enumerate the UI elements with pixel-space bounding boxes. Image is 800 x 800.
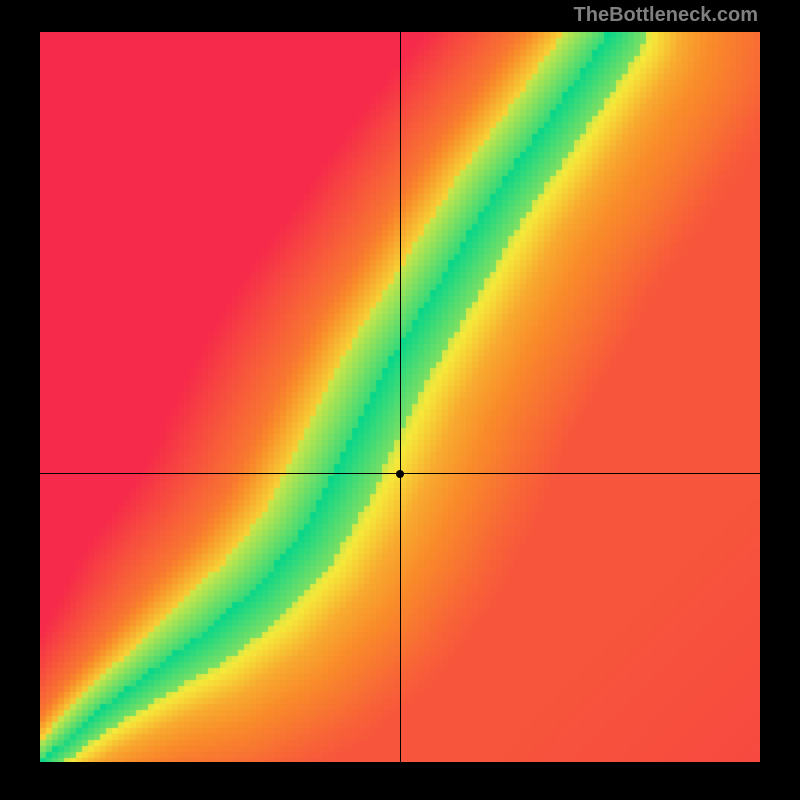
- crosshair-vertical: [400, 32, 401, 762]
- chart-frame: TheBottleneck.com: [0, 0, 800, 800]
- plot-area: [40, 32, 760, 762]
- crosshair-point: [396, 470, 404, 478]
- attribution-label: TheBottleneck.com: [574, 4, 758, 27]
